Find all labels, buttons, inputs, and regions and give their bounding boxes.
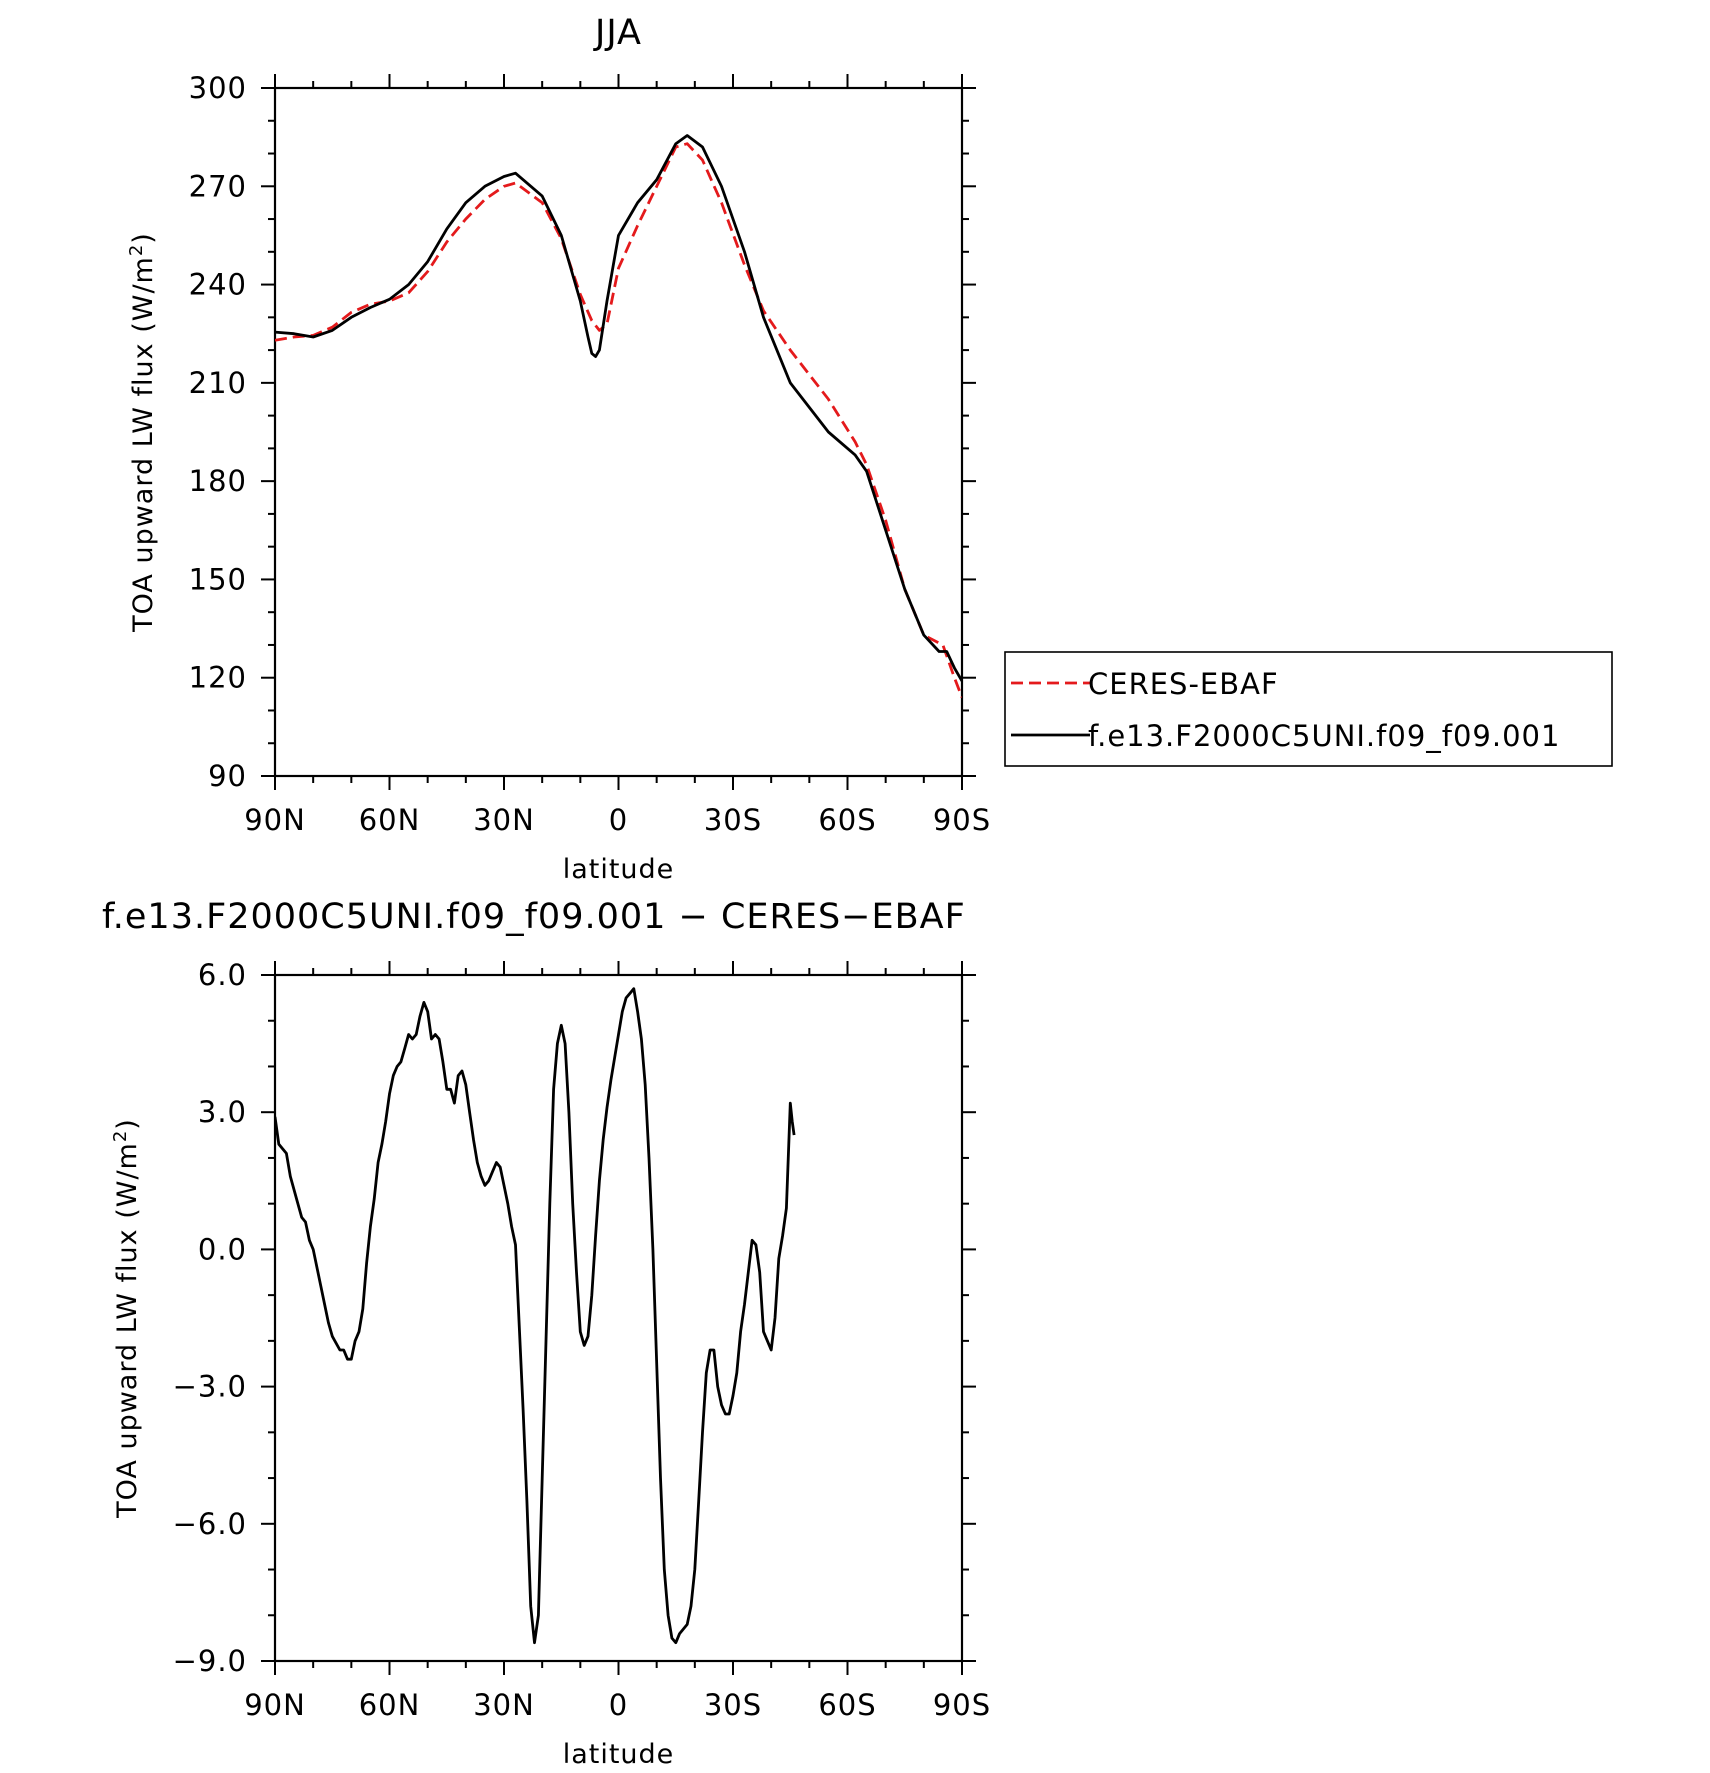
panel-2: 90N 60N 30N 0 30S 60S 90S 6.0 3.0 0.0 −3.0 −6.0 −9.0… <box>102 897 991 1770</box>
x-tick-label: 90N <box>244 803 306 837</box>
y-tick-label: 180 <box>189 464 247 498</box>
x-tick-label: 0 <box>609 1688 628 1722</box>
x-tick-label: 0 <box>609 803 628 837</box>
x-tick-label: 30S <box>704 803 762 837</box>
x-tick-label: 60N <box>359 1688 421 1722</box>
panel-1: 90N 60N 30N 0 30S 60S 90S 90 120 150 180 210 240 270 3… <box>189 13 1613 885</box>
y-tick-label: 3.0 <box>198 1095 247 1129</box>
chart-title: JJA <box>593 13 642 53</box>
series-line-difference <box>275 987 796 1645</box>
legend-box <box>1004 651 1613 767</box>
y-axis-label: TOA upward LW flux (W/m2) <box>126 232 159 633</box>
y-tick-label: −3.0 <box>173 1370 247 1404</box>
y-tick-label: 0.0 <box>198 1232 247 1266</box>
plot-frame <box>273 86 964 778</box>
y-tick-label: 210 <box>189 366 247 400</box>
x-tick-label: 30S <box>704 1688 762 1722</box>
y-tick-label: 90 <box>208 759 247 793</box>
y-tick-label: 270 <box>189 169 247 203</box>
series-line-f-e13-f2000c5uni-f09-f09-001 <box>275 134 962 682</box>
x-tick-label: 30N <box>473 803 535 837</box>
x-tick-label: 30N <box>473 1688 535 1722</box>
x-tick-label: 60N <box>359 803 421 837</box>
legend: CERES-EBAF f.e13.F2000C5UNI.f09_f09.001 <box>1004 651 1613 767</box>
y-tick-label: 300 <box>189 71 247 105</box>
series-line-ceres-ebaf <box>275 142 962 698</box>
x-tick-label: 60S <box>818 1688 876 1722</box>
y-tick-label: 240 <box>189 268 247 302</box>
plot-frame <box>273 973 964 1663</box>
y-tick-label: 6.0 <box>198 958 247 992</box>
x-tick-label: 90N <box>244 1688 306 1722</box>
x-axis-label: latitude <box>563 1739 675 1770</box>
y-axis-label: TOA upward LW flux (W/m2) <box>110 1118 143 1519</box>
y-tick-label: −6.0 <box>173 1507 247 1541</box>
x-axis-label: latitude <box>563 854 675 885</box>
y-tick-label: −9.0 <box>173 1644 247 1678</box>
y-tick-label: 150 <box>189 562 247 596</box>
x-tick-label: 90S <box>933 803 991 837</box>
x-tick-label: 60S <box>818 803 876 837</box>
legend-label: CERES-EBAF <box>1088 667 1279 701</box>
y-tick-label: 120 <box>189 661 247 695</box>
chart-title: f.e13.F2000C5UNI.f09_f09.001 − CERES−EBA… <box>102 897 966 937</box>
legend-label: f.e13.F2000C5UNI.f09_f09.001 <box>1088 719 1560 753</box>
x-tick-label: 90S <box>933 1688 991 1722</box>
